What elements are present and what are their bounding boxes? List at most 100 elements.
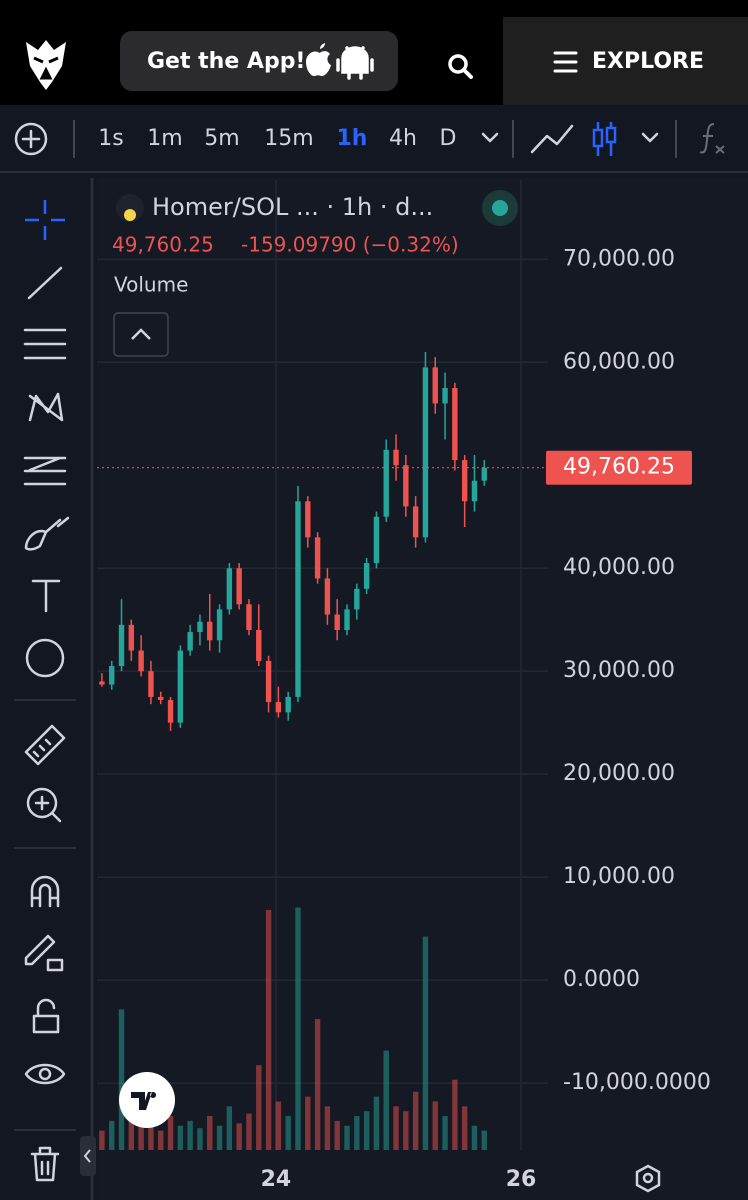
interval-button[interactable]: 15m [264,126,313,151]
logo-shape [26,40,66,90]
get-app-button[interactable]: Get the App! [120,31,398,91]
lock-drawing-tool[interactable] [24,934,64,972]
explore-bg [503,17,748,105]
ruler-tool[interactable] [24,724,66,766]
lock-tool[interactable] [32,998,60,1034]
settings-center [642,1172,654,1184]
interval-button[interactable]: 4h [389,126,417,151]
zoom-tool[interactable] [26,787,58,819]
volume-bar [226,1106,233,1150]
interval-button[interactable]: 1m [147,126,182,151]
candle-body [314,537,321,579]
volume-bar [118,1009,125,1150]
candle-icon-body [592,128,604,148]
tradingview-logo[interactable] [119,1072,175,1128]
last-price: 49,760.25 [112,233,214,257]
emoji-tool[interactable] [25,638,65,678]
menu-icon [553,51,578,73]
chart-type-dropdown[interactable] [641,132,659,143]
magnet-tool[interactable] [30,875,60,908]
collapse-legend-button[interactable] [113,312,169,357]
candle-body [471,480,478,502]
candle-body [285,696,291,713]
add-symbol-button[interactable] [14,122,48,156]
overlay: 70,000.00 60,000.00 40,000.00 30,000.00 20,0… [97,246,711,1192]
candle-body [99,681,105,685]
y-tick-label: 10,000.00 [563,864,675,889]
price-change: -159.09790 (−0.32%) [241,233,459,257]
search-icon [448,54,468,74]
trend-line-tool[interactable] [27,266,63,300]
candles [99,351,487,731]
visibility-tool[interactable] [24,1063,66,1085]
interval-dropdown[interactable] [481,132,499,143]
search-button[interactable] [448,54,473,79]
candle-body [481,467,487,481]
candle-body [256,629,262,661]
volume-bar [138,1125,144,1150]
zoom-glyph [34,795,62,823]
candle-body [412,506,419,538]
volume-bar [148,1120,154,1150]
candle-body [207,621,213,641]
forecast-tool[interactable] [23,456,67,486]
candle-body [403,465,409,507]
y-tick-label: 30,000.00 [563,658,675,683]
explore-button[interactable]: EXPLORE [503,17,748,105]
volume-bar [314,1019,321,1150]
candle-body [295,501,301,697]
delete-tool[interactable] [30,1146,60,1182]
explore-label: EXPLORE [592,49,704,74]
volume-bar [128,1113,135,1150]
candle-body [452,388,458,461]
logo[interactable] [26,40,66,90]
grid [97,180,548,1150]
visibility-pupil [38,1067,52,1081]
candle-body [187,632,193,651]
interval-button[interactable]: D [440,126,457,151]
search-handle [462,68,473,79]
volume-legend: Volume [114,273,188,297]
candle-icon-body [605,126,617,144]
volume-bar [354,1116,360,1150]
volume-bar [403,1111,409,1150]
candle-body [373,516,380,564]
candle-chart-icon[interactable] [592,122,617,156]
symbol-title[interactable]: Homer/SOL ... · 1h · d... [152,193,433,221]
volume-bar [461,1106,468,1150]
settings-button[interactable] [635,1164,661,1193]
volume-bar [275,1101,282,1150]
volume-bar [167,1116,174,1150]
line-chart-icon[interactable] [530,124,574,154]
candle-body [158,696,164,701]
candle-body [167,700,174,723]
indicators-icon[interactable] [699,123,725,154]
android-icon [336,46,374,80]
volume-bar [305,1096,311,1150]
interval-button[interactable]: 5m [204,126,239,151]
fib-tool[interactable] [23,328,67,360]
sidebar-toggle[interactable] [80,1136,96,1176]
volume-bar [295,907,301,1150]
interval-button[interactable]: 1h [337,126,368,151]
volume-bar [256,1065,262,1150]
candle-body [432,367,438,404]
text-tool[interactable] [31,579,61,613]
pattern-tool[interactable] [28,392,64,422]
crosshair-tool[interactable] [25,200,65,240]
volume-bar [383,1050,389,1150]
button-bg [120,31,398,91]
candle-body [393,449,399,466]
candle-body [246,604,252,630]
y-tick-label: 60,000.00 [563,349,675,374]
last-price-tag [546,450,692,485]
candle-body [305,501,311,538]
interval-button[interactable]: 1s [98,126,123,151]
brush-tool[interactable] [24,516,70,551]
candle-body [461,460,468,502]
candle-body [236,568,242,605]
volume-bar [412,1091,419,1150]
candle-body [197,621,203,633]
candle-body [354,588,360,610]
